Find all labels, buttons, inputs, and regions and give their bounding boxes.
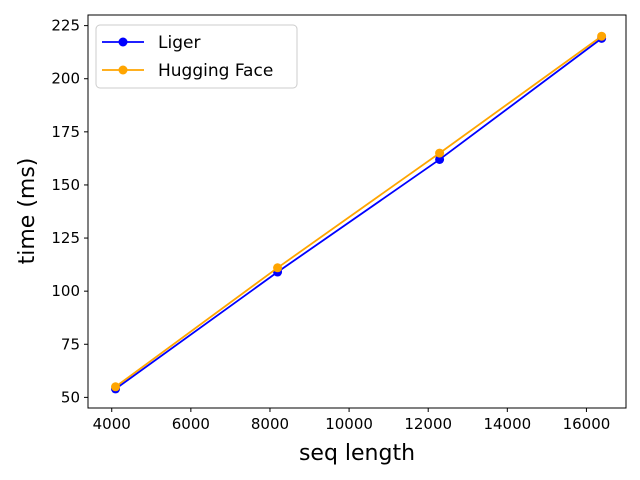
data-point-hugging-face xyxy=(435,148,445,158)
x-tick-label: 6000 xyxy=(172,415,210,433)
y-tick-label: 150 xyxy=(51,176,80,194)
x-tick-label: 16000 xyxy=(563,415,611,433)
y-tick-label: 100 xyxy=(51,282,80,300)
data-point-hugging-face xyxy=(273,263,283,273)
x-tick-label: 10000 xyxy=(325,415,373,433)
y-tick-label: 75 xyxy=(61,335,80,353)
axis-ticks: 4000 6000 8000 10000 12000 14000 16000 50 75 100 1… xyxy=(51,17,610,433)
legend-label-liger: Liger xyxy=(158,33,200,53)
plot-frame xyxy=(87,14,627,409)
legend-box xyxy=(95,24,298,89)
x-tick-label: 8000 xyxy=(251,415,289,433)
y-tick-label: 175 xyxy=(51,123,80,141)
x-tick-label: 12000 xyxy=(404,415,452,433)
legend-entry-liger: Liger xyxy=(102,33,200,53)
y-tick-label: 225 xyxy=(51,17,80,35)
x-tick-label: 14000 xyxy=(483,415,531,433)
plot-series xyxy=(111,31,607,394)
legend-marker-hugging-face xyxy=(118,65,128,75)
y-tick-label: 200 xyxy=(51,70,80,88)
series-line-liger xyxy=(115,37,603,390)
data-point-hugging-face xyxy=(111,382,121,392)
y-tick-label: 125 xyxy=(51,229,80,247)
data-point-hugging-face xyxy=(597,31,607,41)
y-tick-label: 50 xyxy=(61,388,80,406)
legend-label-hugging-face: Hugging Face xyxy=(158,61,273,81)
series-hugging-face xyxy=(111,31,607,392)
legend-marker-liger xyxy=(118,37,128,47)
y-axis-label: time (ms) xyxy=(15,158,40,265)
legend-entry-hugging-face: Hugging Face xyxy=(102,61,273,81)
x-tick-label: 4000 xyxy=(93,415,131,433)
data-point-liger xyxy=(435,154,445,164)
series-line-hugging-face xyxy=(114,35,603,388)
x-axis-label: seq length xyxy=(299,441,415,466)
legend: Liger Hugging Face xyxy=(95,24,298,89)
